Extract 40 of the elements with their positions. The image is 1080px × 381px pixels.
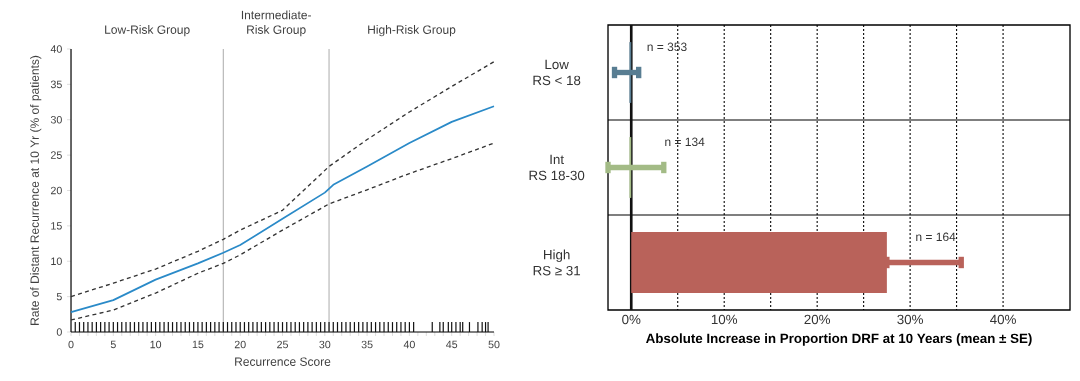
text: Low-Risk Group: [105, 25, 190, 37]
x-tick-label: 20: [234, 340, 246, 349]
y-tick-label: 35: [50, 80, 62, 89]
text: High-Risk Group: [368, 25, 456, 37]
y-tick-label: 25: [50, 151, 62, 159]
y-tick-label: Low RS < 18: [533, 59, 581, 86]
y-axis-title: Rate of Distant Recurrence at 10 Yr (% of patients): [30, 55, 42, 325]
x-axis-title: Absolute Increase in Proportion DRF at 10 Years (mean ± SE): [646, 333, 1032, 346]
x-tick-label: 40%: [990, 314, 1016, 325]
x-tick-label: 10: [150, 340, 162, 349]
annotation: n = 164: [916, 232, 956, 242]
annotation: n = 353: [647, 42, 687, 52]
x-tick-label: 30: [319, 340, 331, 349]
line-series: [70, 142, 495, 321]
line-series: [70, 105, 495, 314]
y-tick-label: Int RS 18-30: [529, 154, 585, 181]
annotation: n = 134: [665, 137, 705, 147]
y-tick-label: 30: [50, 115, 62, 124]
text: Intermediate- Risk Group: [241, 10, 311, 37]
x-tick-label: 10%: [711, 314, 738, 325]
x-tick-label: 0%: [622, 314, 641, 325]
y-tick-label: High RS ≥ 31: [533, 249, 581, 276]
x-tick-label: 5: [110, 340, 116, 349]
y-tick-label: 5: [56, 292, 62, 301]
y-tick-label: 15: [51, 222, 62, 230]
x-tick-label: 20%: [804, 314, 831, 325]
y-tick-label: 20: [50, 186, 62, 195]
x-axis-title: Recurrence Score: [235, 357, 331, 366]
y-tick-label: 0: [56, 328, 62, 336]
x-tick-label: 50: [488, 340, 500, 349]
x-tick-label: 40: [403, 340, 415, 349]
x-tick-label: 15: [192, 340, 204, 349]
y-tick-label: 40: [50, 45, 62, 53]
x-tick-label: 45: [446, 340, 458, 349]
x-tick-label: 25: [277, 340, 288, 349]
y-tick-label: 10: [51, 257, 62, 266]
x-tick-label: 30%: [897, 314, 923, 325]
line-series: [70, 61, 495, 298]
x-tick-label: 0: [68, 340, 74, 349]
x-tick-label: 35: [361, 340, 373, 349]
